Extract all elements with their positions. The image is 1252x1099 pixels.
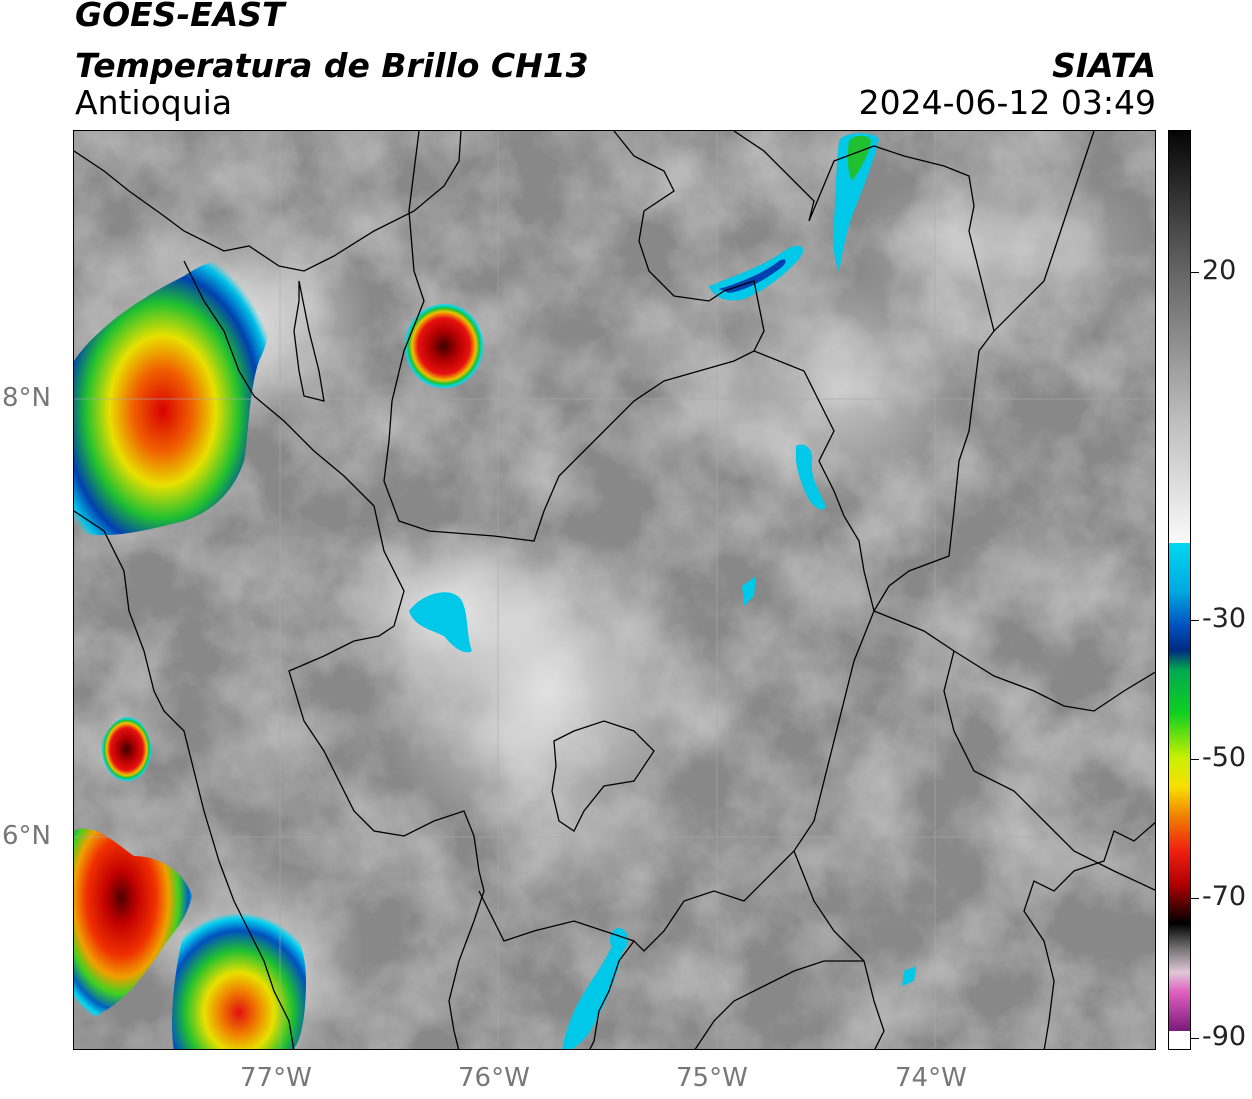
colorbar-tick-20: 20 <box>1202 255 1237 286</box>
cold-tops-northeast <box>833 133 879 271</box>
colorbar-tick-minus90: -90 <box>1202 1021 1247 1052</box>
cold-tops-band-core <box>719 259 786 293</box>
colorbar-image <box>1169 131 1190 1049</box>
cold-tops-spot <box>610 928 628 952</box>
cold-tops-fleck <box>742 576 756 606</box>
title-product: Temperatura de Brillo CH13 <box>75 46 589 85</box>
lat-tick-6n: 6°N <box>2 821 51 851</box>
colorbar-grey-range <box>1169 131 1190 543</box>
lon-tick-77w: 77°W <box>240 1063 312 1093</box>
lat-tick-8n: 8°N <box>2 383 51 413</box>
lon-tick-75w: 75°W <box>676 1063 748 1093</box>
datetime-label: 2024-06-12 03:49 <box>858 83 1156 122</box>
map-image <box>74 131 1155 1049</box>
subtitle-region: Antioquia <box>75 83 233 122</box>
cold-tops-fleck <box>902 966 916 986</box>
storm-cell-south <box>172 897 306 1049</box>
lon-tick-74w: 74°W <box>895 1063 967 1093</box>
cold-tops-southwest-band <box>562 932 626 1049</box>
cold-tops-east <box>796 444 826 510</box>
cloud-region <box>854 161 1154 341</box>
cold-tops-northeast-core <box>847 135 871 181</box>
lon-tick-76w: 76°W <box>458 1063 530 1093</box>
colorbar-tick-minus50: -50 <box>1202 742 1247 773</box>
temperature-colorbar <box>1168 130 1191 1050</box>
borders <box>74 131 1155 1049</box>
colorbar-tick-minus70: -70 <box>1202 881 1247 912</box>
title-satellite: GOES-EAST <box>75 0 285 34</box>
agency-label: SIATA <box>1052 46 1156 85</box>
cold-tops-center <box>409 592 472 653</box>
colorbar-tick-minus30: -30 <box>1202 603 1247 634</box>
storm-cell-west-small <box>101 716 152 782</box>
colorbar-color-range <box>1169 543 1190 1031</box>
graticule <box>74 131 1155 1049</box>
storm-cell-north-center <box>404 303 484 389</box>
colorbar-out-of-range <box>1169 1031 1190 1049</box>
storm-cell-southwest <box>74 828 192 1026</box>
satellite-map[interactable] <box>73 130 1156 1050</box>
